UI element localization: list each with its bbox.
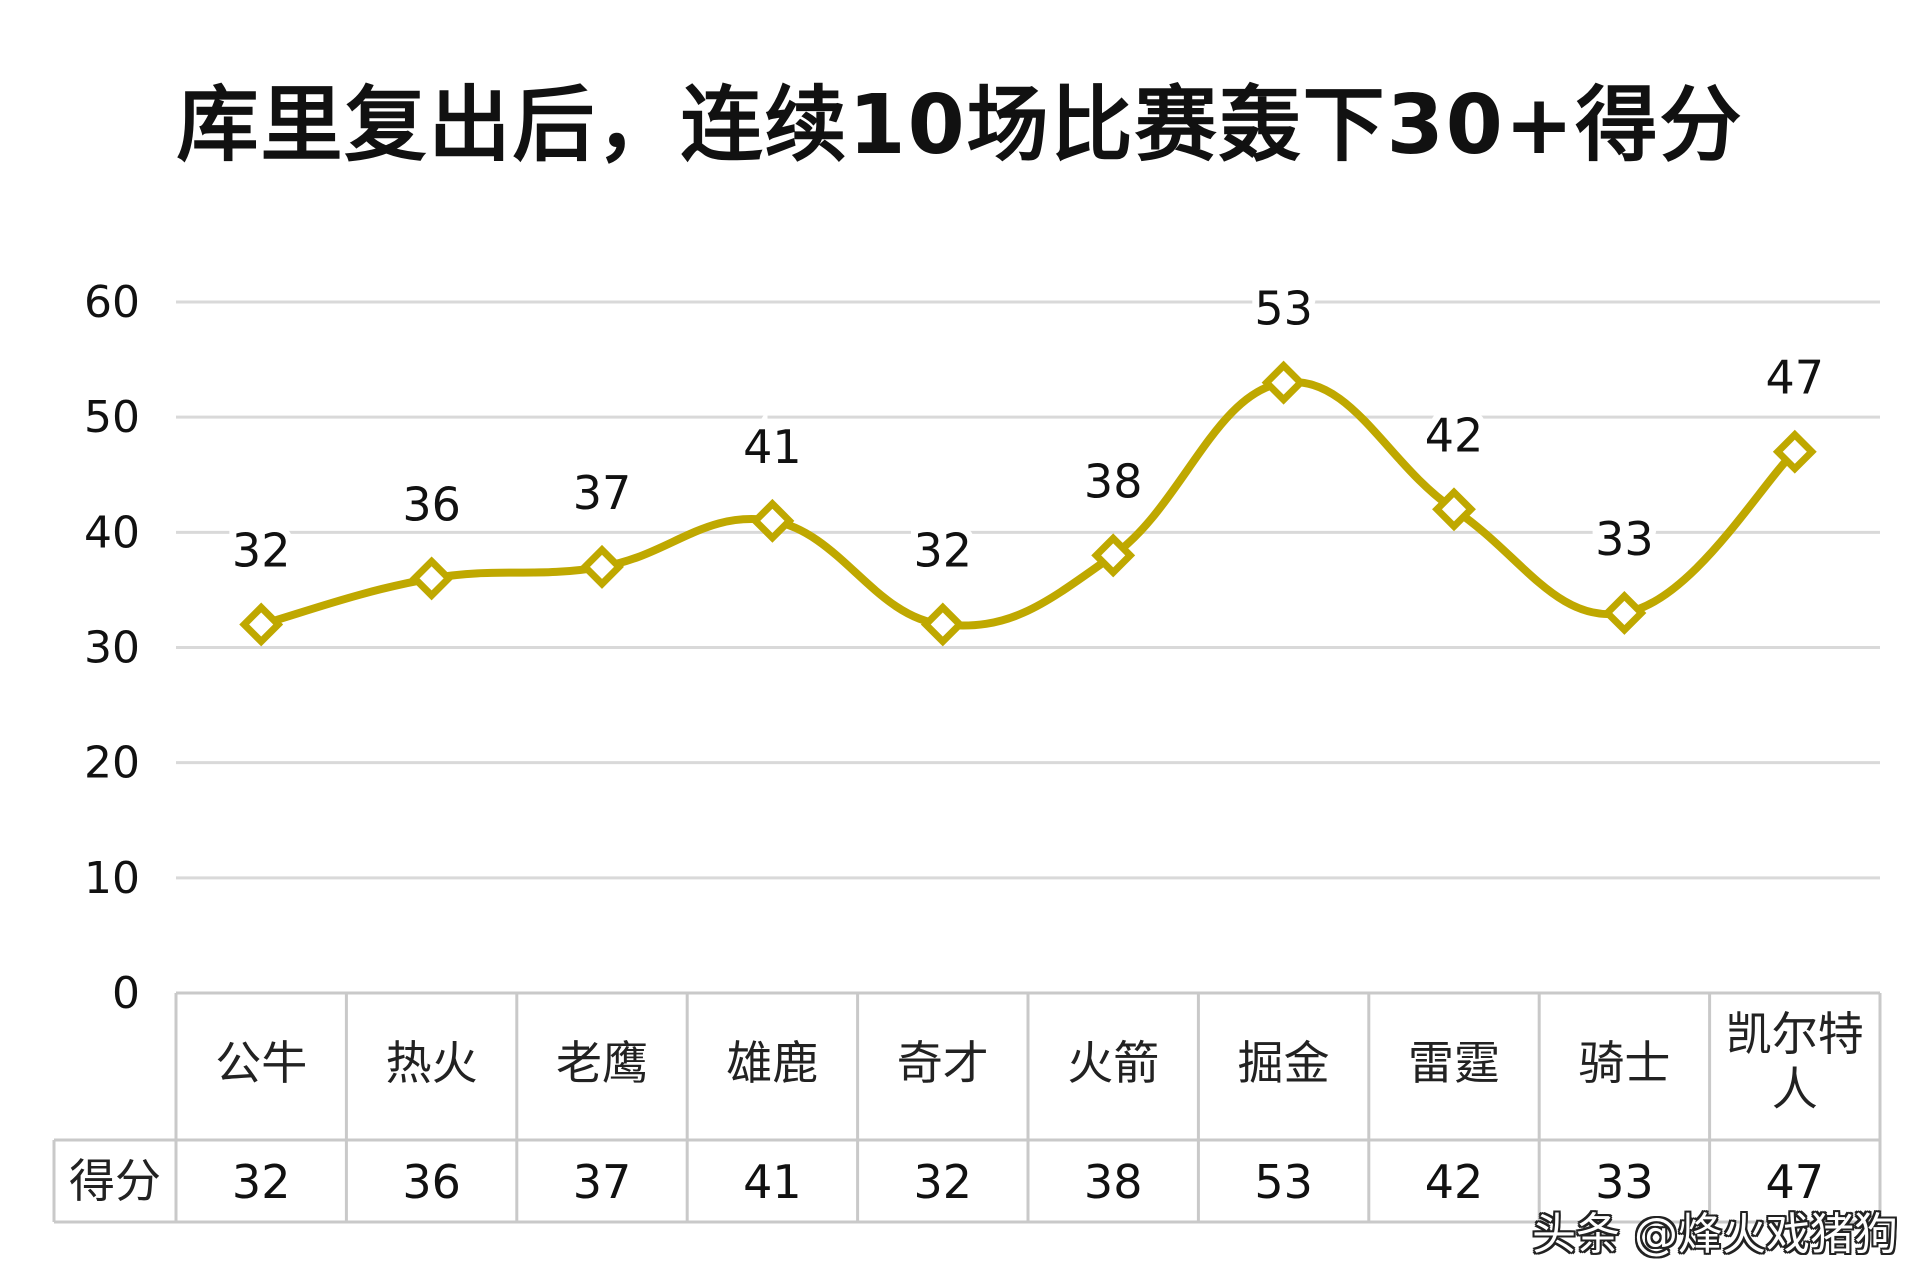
data-label: 36 [402, 477, 461, 531]
data-point-marker [1261, 360, 1306, 405]
table-value: 41 [743, 1155, 802, 1209]
data-label: 32 [232, 523, 291, 577]
table-row-header: 得分 [69, 1154, 161, 1208]
data-label: 37 [573, 466, 632, 520]
x-category-label: 火箭 [1067, 1036, 1159, 1090]
x-category-label: 凯尔特人 [1726, 1007, 1864, 1116]
table-value: 47 [1766, 1155, 1825, 1209]
table-value: 32 [232, 1155, 291, 1209]
x-category-label: 公牛 [215, 1036, 307, 1090]
data-point-marker [409, 556, 454, 601]
watermark: 头条 @烽火戏猪狗 [1532, 1209, 1898, 1260]
chart-title: 库里复出后，连续10场比赛轰下30+得分 [176, 78, 1744, 173]
data-label: 42 [1425, 408, 1484, 462]
table-value: 33 [1595, 1155, 1654, 1209]
data-point-marker [1091, 533, 1136, 578]
table-value: 38 [1084, 1155, 1143, 1209]
data-label: 41 [743, 420, 802, 474]
data-label: 38 [1084, 454, 1143, 508]
y-tick-label: 60 [84, 277, 140, 328]
x-category-label: 雄鹿 [726, 1036, 818, 1090]
table-value: 36 [402, 1155, 461, 1209]
data-point-marker [239, 602, 284, 647]
data-point-marker [920, 602, 965, 647]
table-value: 53 [1254, 1155, 1313, 1209]
y-tick-label: 10 [84, 853, 140, 904]
y-tick-label: 40 [84, 507, 140, 558]
x-category-label: 奇才 [897, 1036, 989, 1090]
y-tick-label: 20 [84, 738, 140, 789]
data-point-marker [1602, 591, 1647, 635]
data-label: 33 [1595, 512, 1654, 566]
x-category-label: 掘金 [1238, 1036, 1330, 1090]
data-point-marker [1772, 429, 1817, 474]
data-label: 32 [914, 523, 973, 577]
y-tick-label: 50 [84, 392, 140, 443]
y-tick-label: 0 [112, 968, 140, 1019]
data-point-marker [750, 498, 795, 543]
x-category-label: 热火 [386, 1036, 478, 1090]
x-category-label: 雷霆 [1408, 1036, 1500, 1090]
x-category-label: 骑士 [1578, 1036, 1670, 1090]
table-value: 37 [573, 1155, 632, 1209]
series-line [260, 378, 1798, 630]
data-label: 47 [1766, 351, 1825, 405]
table-value: 42 [1425, 1155, 1484, 1209]
data-point-marker [580, 544, 624, 589]
x-category-label: 老鹰 [556, 1036, 648, 1090]
y-tick-label: 30 [84, 623, 140, 674]
data-point-marker [1432, 487, 1476, 532]
data-label: 53 [1254, 282, 1313, 336]
table-value: 32 [914, 1155, 973, 1209]
